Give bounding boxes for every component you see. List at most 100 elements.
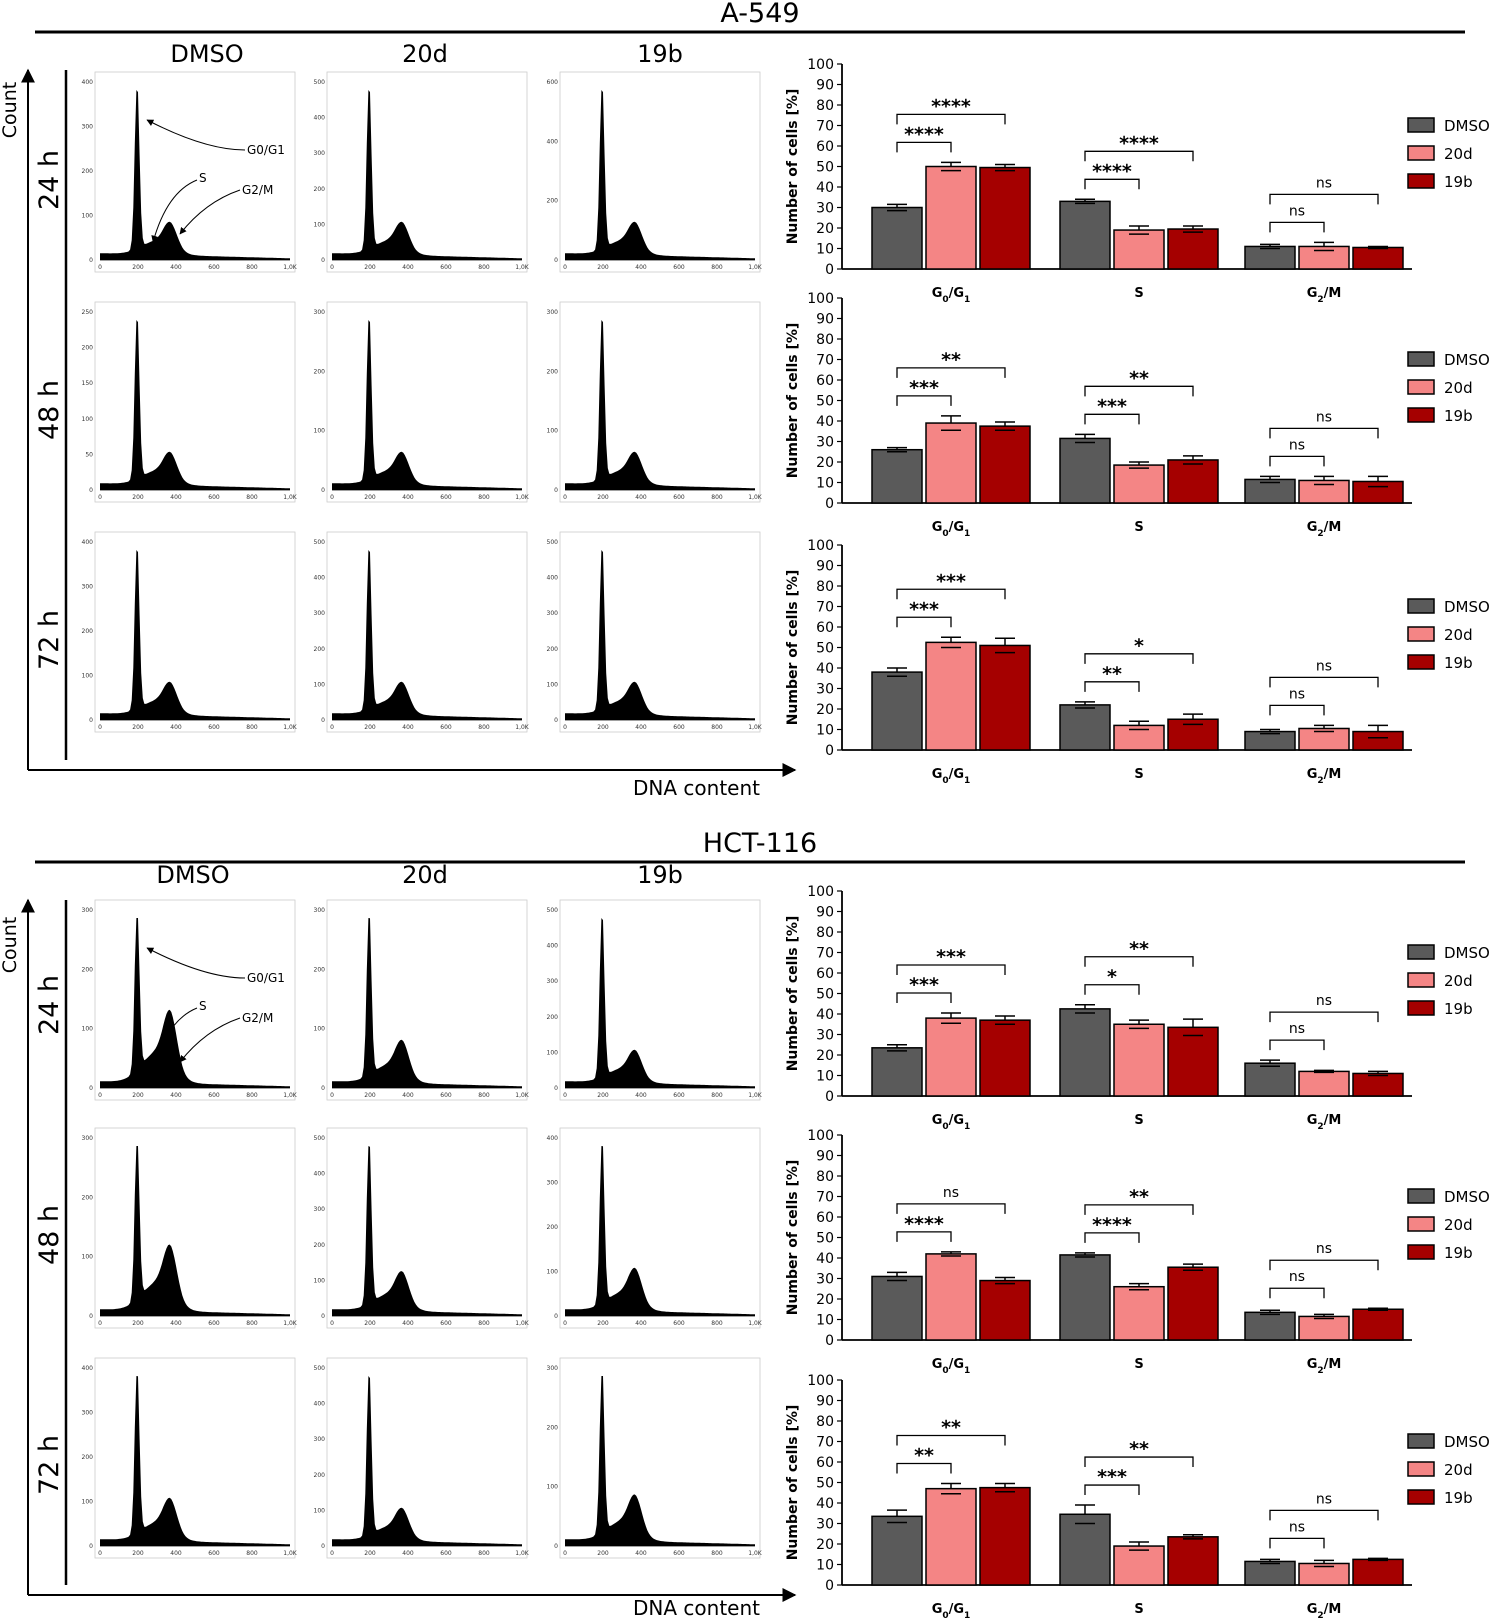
y-tick-label: 80 <box>816 925 834 941</box>
histogram-panel: 0 200 400 600 800 1,0K 0 100 200 300 <box>82 1127 298 1329</box>
histogram-y-tick: 100 <box>314 1026 326 1033</box>
bar <box>1244 245 1296 270</box>
col-header-20d: 20d <box>402 40 448 68</box>
y-tick-label: 20 <box>816 702 834 718</box>
y-tick-label: 70 <box>816 1435 834 1451</box>
histogram-y-tick: 200 <box>82 1454 94 1461</box>
histogram-y-tick: 100 <box>82 673 94 680</box>
y-tick-label: 0 <box>825 496 834 512</box>
y-tick-label: 40 <box>816 414 834 430</box>
legend-swatch <box>1407 944 1435 960</box>
annotation-arrow <box>146 947 246 979</box>
legend-label: 20d <box>1444 145 1473 163</box>
histogram-y-tick: 300 <box>547 610 559 617</box>
histogram-x-tick: 800 <box>246 1550 258 1557</box>
histogram-y-tick: 200 <box>314 1472 326 1479</box>
histogram-y-tick: 100 <box>82 1254 94 1261</box>
legend-swatch <box>1407 1244 1435 1260</box>
category-label: G2/M <box>1307 1602 1342 1620</box>
bar <box>1352 1558 1404 1586</box>
histogram-x-tick: 200 <box>364 1550 376 1557</box>
histogram-x-tick: 400 <box>170 264 182 271</box>
histogram-y-tick: 0 <box>554 487 558 494</box>
histogram-y-tick: 400 <box>547 1135 559 1142</box>
col-header-dmso: DMSO <box>170 40 243 68</box>
bar <box>1167 1026 1219 1097</box>
bar <box>1059 437 1111 504</box>
histogram-x-tick: 0 <box>330 494 334 501</box>
histogram-x-tick: 800 <box>246 494 258 501</box>
histogram-x-tick: 600 <box>440 1320 452 1327</box>
histogram-x-tick: 0 <box>563 1320 567 1327</box>
bar <box>925 1017 977 1097</box>
histogram-panel: 0 200 400 600 800 1,0K 0 100 200 300 <box>547 1357 763 1559</box>
legend-label: DMSO <box>1444 117 1490 135</box>
histogram-distribution <box>332 1376 522 1546</box>
histogram-x-tick: 400 <box>170 1092 182 1099</box>
histogram-y-tick: 50 <box>85 451 93 458</box>
histogram-frame <box>94 1127 296 1329</box>
category-label: S <box>1134 520 1143 535</box>
histogram-x-tick: 400 <box>402 1550 414 1557</box>
annotation-arrow <box>151 179 198 243</box>
histogram-y-tick: 100 <box>82 416 94 423</box>
significance-bracket <box>896 1434 1006 1446</box>
y-tick-label: 10 <box>816 1069 834 1085</box>
histogram-y-tick: 100 <box>547 428 559 435</box>
histogram-x-tick: 600 <box>208 1092 220 1099</box>
histogram-x-tick: 1,0K <box>283 494 298 501</box>
y-tick-label: 40 <box>816 1496 834 1512</box>
significance-bracket <box>1084 984 1140 995</box>
histogram-grid: 0 200 400 600 800 1,0K 0 100 200 300 400 G0/G1 S G2/M… <box>82 71 763 1559</box>
row-label-time: 72 h <box>34 1435 65 1495</box>
y-tick-label: 80 <box>816 579 834 595</box>
histogram-x-tick: 0 <box>563 724 567 731</box>
significance-bracket <box>1084 653 1194 664</box>
significance-label: * <box>1107 966 1117 988</box>
bar <box>1352 1308 1404 1341</box>
histogram-y-tick: 400 <box>547 138 559 145</box>
histogram-x-tick: 0 <box>98 1092 102 1099</box>
histogram-x-tick: 0 <box>330 1092 334 1099</box>
histogram-x-tick: 800 <box>246 1092 258 1099</box>
peak-label-g2m: G2/M <box>242 183 273 197</box>
histogram-x-tick: 400 <box>635 1092 647 1099</box>
histogram-y-tick: 300 <box>547 1180 559 1187</box>
histogram-x-tick: 400 <box>170 494 182 501</box>
y-tick-label: 90 <box>816 1149 834 1165</box>
significance-label: ns <box>1289 1519 1305 1535</box>
histogram-y-tick: 0 <box>321 1543 325 1550</box>
histogram-distribution <box>100 918 290 1088</box>
histogram-frame <box>559 899 761 1101</box>
histogram-y-tick: 200 <box>314 186 326 193</box>
annotation-arrow <box>179 189 241 235</box>
significance-bracket <box>1269 704 1325 716</box>
significance-bracket <box>1084 178 1140 190</box>
histogram-y-tick: 0 <box>554 1543 558 1550</box>
y-tick-label: 70 <box>816 946 834 962</box>
legend-swatch <box>1407 1461 1435 1477</box>
legend-swatch <box>1407 1216 1435 1232</box>
histogram-frame <box>326 1127 528 1329</box>
legend-swatch <box>1407 117 1435 133</box>
significance-label: **** <box>931 95 971 117</box>
histogram-x-tick: 600 <box>208 724 220 731</box>
histogram-x-tick: 400 <box>635 724 647 731</box>
histogram-x-tick: 1,0K <box>515 494 530 501</box>
significance-label: ns <box>1289 1269 1305 1285</box>
histogram-y-tick: 500 <box>314 539 326 546</box>
histogram-x-tick: 1,0K <box>515 264 530 271</box>
histogram-panel: 0 200 400 600 800 1,0K 0 200 400 600 <box>547 71 763 273</box>
histogram-y-tick: 0 <box>321 1313 325 1320</box>
histogram-distribution <box>565 90 755 260</box>
histogram-panel: 0 200 400 600 800 1,0K 0 100 200 300 G0/G1 S G2/M <box>82 899 298 1101</box>
y-tick-label: 30 <box>816 1028 834 1044</box>
y-tick-label: 90 <box>816 78 834 94</box>
histogram-x-tick: 800 <box>478 1092 490 1099</box>
histogram-x-tick: 800 <box>478 494 490 501</box>
category-label: S <box>1134 1357 1143 1372</box>
significance-label: ns <box>1316 175 1332 191</box>
histogram-x-tick: 200 <box>364 724 376 731</box>
